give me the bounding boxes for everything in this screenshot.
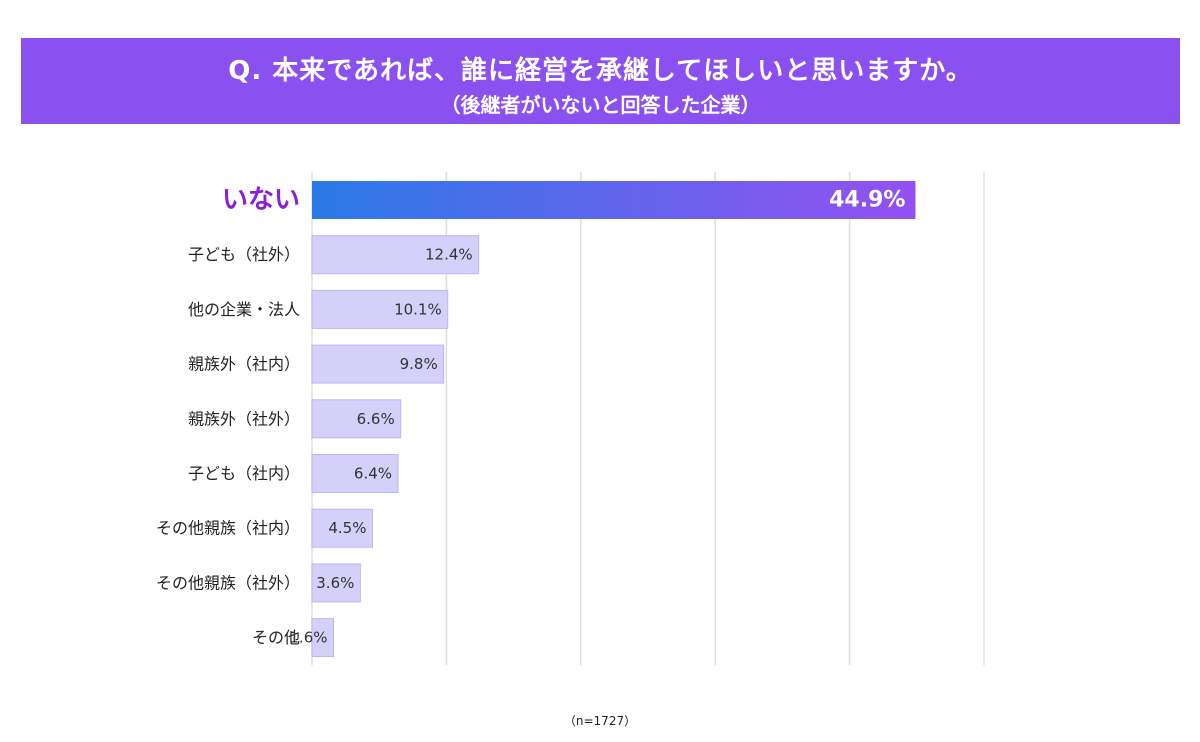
- sample-size-note: （n=1727）: [563, 714, 637, 728]
- chart-header: Q. 本来であれば、誰に経営を承継してほしいと思いますか。 （後継者がいないと回…: [21, 38, 1180, 124]
- value-label: 9.8%: [400, 355, 438, 373]
- category-label: 他の企業・法人: [188, 300, 300, 319]
- bar-2: [311, 289, 449, 329]
- category-label: 子ども（社内）: [188, 464, 300, 483]
- value-label: 6.4%: [354, 465, 392, 483]
- bar-5: [311, 454, 399, 493]
- value-label: 1.6%: [289, 629, 327, 647]
- value-label: 4.5%: [328, 519, 366, 537]
- category-label: いない: [222, 185, 300, 215]
- bar-7: [311, 563, 361, 603]
- chart-subtitle: （後継者がいないと回答した企業）: [440, 93, 761, 117]
- bar-3: [311, 344, 445, 384]
- value-label: 3.6%: [316, 574, 354, 592]
- chart-title: Q. 本来であれば、誰に経営を承継してほしいと思いますか。: [228, 56, 973, 86]
- category-label: その他親族（社外）: [156, 573, 300, 592]
- bar-6: [311, 508, 373, 548]
- bar-4: [311, 399, 402, 439]
- bar-1: [311, 235, 480, 275]
- value-label: 44.9%: [829, 188, 905, 213]
- value-label: 6.6%: [357, 410, 395, 428]
- category-label: その他: [252, 628, 300, 647]
- category-label: その他親族（社内）: [156, 519, 300, 538]
- bar-8: [311, 618, 335, 658]
- value-label: 10.1%: [394, 300, 442, 318]
- category-label: 親族外（社内）: [188, 355, 300, 374]
- value-label: 12.4%: [425, 246, 473, 264]
- category-label: 親族外（社外）: [188, 409, 300, 428]
- bar-0: [312, 181, 916, 219]
- category-label: 子ども（社外）: [188, 245, 300, 264]
